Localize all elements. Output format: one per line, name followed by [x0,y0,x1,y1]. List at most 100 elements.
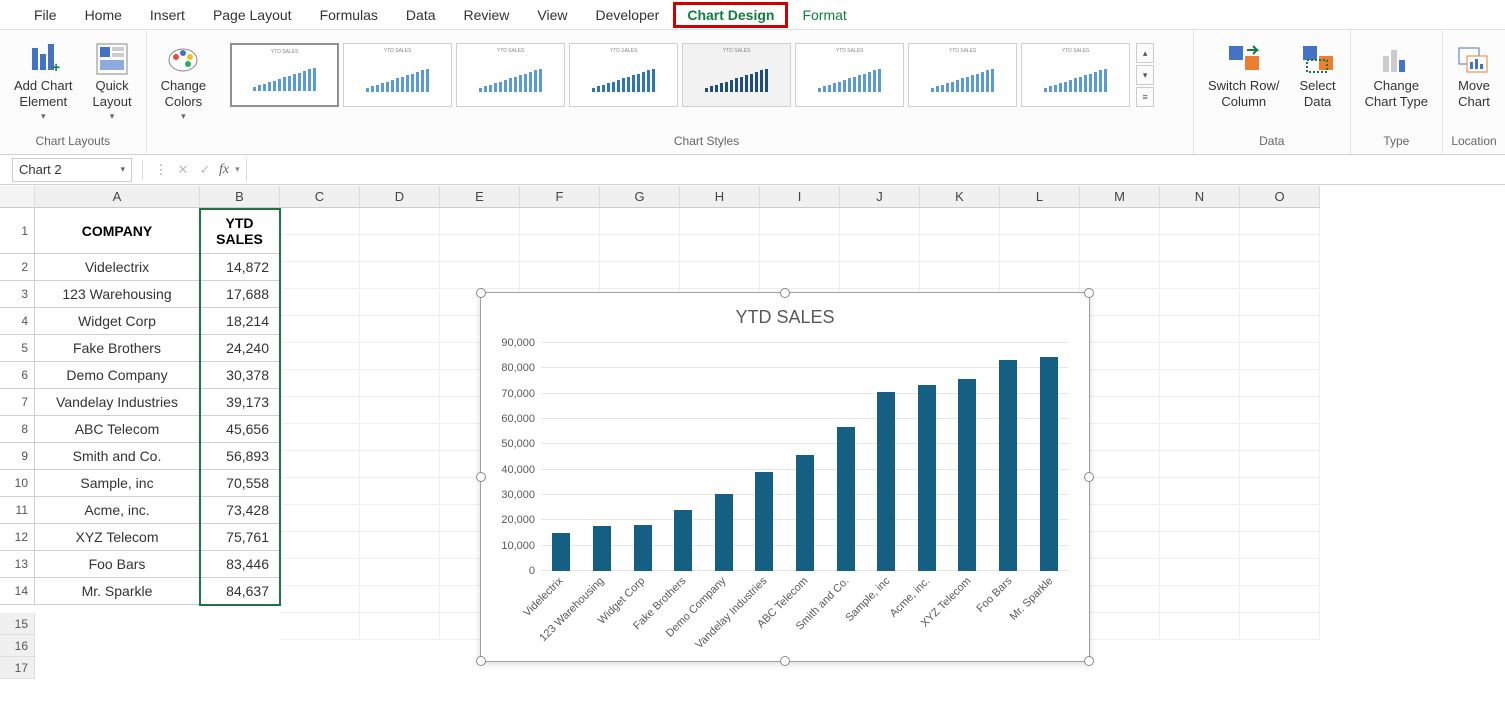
embedded-chart[interactable]: YTD SALES 010,00020,00030,00040,00050,00… [480,292,1090,662]
column-header[interactable]: K [920,186,1000,208]
chart-bar[interactable] [877,392,895,571]
tab-formulas[interactable]: Formulas [306,3,392,27]
empty-cell[interactable] [1240,586,1320,613]
empty-cell[interactable] [280,586,360,613]
empty-cell[interactable] [280,343,360,370]
cell-company[interactable]: XYZ Telecom [35,524,200,551]
chart-bar[interactable] [837,427,855,571]
cell-sales[interactable]: 14,872 [200,254,280,281]
cell-company[interactable]: Acme, inc. [35,497,200,524]
empty-cell[interactable] [440,235,520,262]
empty-cell[interactable] [360,532,440,559]
chart-bar[interactable] [715,494,733,571]
empty-cell[interactable] [360,505,440,532]
fx-enter-icon[interactable]: ✓ [197,162,213,178]
empty-cell[interactable] [1160,559,1240,586]
resize-handle-e[interactable] [1084,472,1094,482]
chart-style-thumb[interactable]: YTD SALES [908,43,1017,107]
row-header[interactable]: 3 [0,281,35,308]
empty-cell[interactable] [280,478,360,505]
chart-style-thumb[interactable]: YTD SALES [343,43,452,107]
empty-cell[interactable] [1240,397,1320,424]
tab-home[interactable]: Home [71,3,136,27]
tab-developer[interactable]: Developer [582,3,674,27]
change-chart-type-button[interactable]: Change Chart Type [1359,40,1434,111]
empty-cell[interactable] [1160,424,1240,451]
empty-cell[interactable] [440,208,520,235]
empty-cell[interactable] [600,208,680,235]
cell-company[interactable]: Sample, inc [35,470,200,497]
empty-cell[interactable] [1240,262,1320,289]
empty-cell[interactable] [520,235,600,262]
empty-cell[interactable] [440,262,520,289]
cell-company[interactable]: ABC Telecom [35,416,200,443]
empty-cell[interactable] [1080,586,1160,613]
resize-handle-nw[interactable] [476,288,486,298]
empty-cell[interactable] [600,262,680,289]
empty-cell[interactable] [840,235,920,262]
row-header[interactable]: 10 [0,470,35,497]
empty-cell[interactable] [1080,559,1160,586]
empty-cell[interactable] [1240,235,1320,262]
name-box[interactable]: Chart 2 ▾ [12,158,132,182]
row-header[interactable]: 9 [0,443,35,470]
empty-cell[interactable] [1000,235,1080,262]
chart-bar[interactable] [593,526,611,571]
empty-cell[interactable] [1160,208,1240,235]
empty-cell[interactable] [680,262,760,289]
chart-style-thumb[interactable]: YTD SALES [1021,43,1130,107]
cell-company[interactable]: Vandelay Industries [35,389,200,416]
row-header[interactable]: 14 [0,578,35,605]
add-chart-element-button[interactable]: + Add Chart Element ▾ [8,40,79,124]
empty-cell[interactable] [1240,343,1320,370]
tab-review[interactable]: Review [450,3,524,27]
row-header[interactable]: 7 [0,389,35,416]
cell-sales[interactable]: 75,761 [200,524,280,551]
empty-cell[interactable] [360,451,440,478]
empty-cell[interactable] [280,505,360,532]
empty-cell[interactable] [1080,208,1160,235]
empty-cell[interactable] [1160,235,1240,262]
cell-company[interactable]: Smith and Co. [35,443,200,470]
chart-plot-area[interactable]: 010,00020,00030,00040,00050,00060,00070,… [541,343,1069,571]
empty-cell[interactable] [360,343,440,370]
move-chart-button[interactable]: Move Chart [1451,40,1497,111]
resize-handle-ne[interactable] [1084,288,1094,298]
tab-data[interactable]: Data [392,3,450,27]
empty-cell[interactable] [1160,478,1240,505]
row-header[interactable]: 16 [0,635,35,657]
resize-handle-sw[interactable] [476,656,486,666]
empty-cell[interactable] [840,208,920,235]
row-header[interactable]: 5 [0,335,35,362]
empty-cell[interactable] [1240,289,1320,316]
empty-cell[interactable] [1160,451,1240,478]
cell-company[interactable]: 123 Warehousing [35,281,200,308]
row-header[interactable]: 8 [0,416,35,443]
empty-cell[interactable] [360,262,440,289]
empty-cell[interactable] [680,235,760,262]
column-header[interactable]: N [1160,186,1240,208]
empty-cell[interactable] [1160,397,1240,424]
empty-cell[interactable] [280,262,360,289]
empty-cell[interactable] [680,208,760,235]
empty-cell[interactable] [1240,370,1320,397]
empty-cell[interactable] [360,397,440,424]
chart-bar[interactable] [552,533,570,571]
tab-chart-design[interactable]: Chart Design [673,2,788,28]
empty-cell[interactable] [1240,316,1320,343]
empty-cell[interactable] [280,559,360,586]
empty-cell[interactable] [280,451,360,478]
empty-cell[interactable] [360,289,440,316]
chart-bar[interactable] [796,455,814,571]
cell-sales[interactable]: 30,378 [200,362,280,389]
empty-cell[interactable] [1160,532,1240,559]
empty-cell[interactable] [360,478,440,505]
row-header[interactable]: 1 [0,208,35,254]
empty-cell[interactable] [1240,208,1320,235]
cell-sales[interactable]: 56,893 [200,443,280,470]
chart-style-thumb[interactable]: YTD SALES [456,43,565,107]
cell-company[interactable]: Demo Company [35,362,200,389]
empty-cell[interactable] [1080,397,1160,424]
chart-bar[interactable] [674,510,692,571]
empty-cell[interactable] [1080,505,1160,532]
